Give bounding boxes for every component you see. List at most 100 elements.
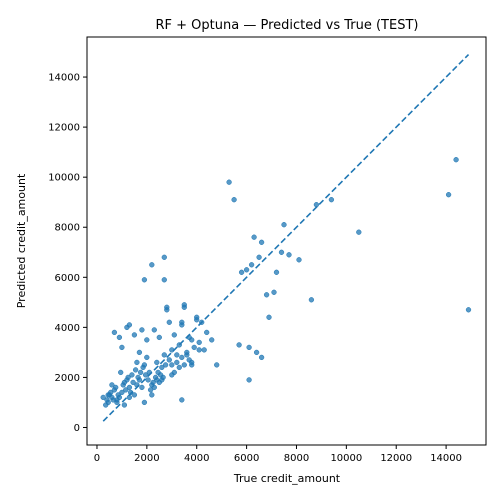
data-point bbox=[136, 377, 143, 383]
x-tick-label: 2000 bbox=[134, 453, 159, 464]
data-point bbox=[179, 397, 185, 403]
data-point bbox=[296, 257, 302, 263]
data-point bbox=[248, 262, 255, 268]
data-point bbox=[149, 392, 155, 398]
y-tick-label: 6000 bbox=[55, 273, 80, 284]
data-point bbox=[238, 269, 245, 275]
data-point bbox=[356, 229, 362, 235]
data-point bbox=[174, 352, 180, 358]
reference-line-layer bbox=[102, 53, 470, 422]
data-point bbox=[130, 379, 136, 386]
data-point bbox=[174, 359, 180, 366]
data-point bbox=[201, 347, 207, 353]
data-point bbox=[105, 392, 111, 398]
data-point bbox=[156, 334, 162, 341]
data-point bbox=[281, 222, 287, 228]
data-point bbox=[142, 372, 149, 378]
data-point bbox=[126, 322, 133, 328]
data-point bbox=[141, 362, 148, 368]
data-point bbox=[141, 399, 148, 406]
data-point bbox=[246, 377, 252, 383]
data-point bbox=[151, 384, 157, 391]
data-point bbox=[184, 352, 190, 358]
data-point bbox=[111, 329, 118, 336]
data-point bbox=[123, 387, 129, 393]
data-point bbox=[179, 354, 185, 361]
data-point bbox=[118, 369, 124, 376]
y-tick-label: 10000 bbox=[48, 173, 80, 184]
data-point bbox=[100, 394, 106, 401]
points-layer bbox=[100, 157, 472, 408]
data-point bbox=[263, 292, 270, 298]
y-tick-label: 2000 bbox=[55, 373, 80, 384]
x-tick-label: 6000 bbox=[234, 453, 259, 464]
data-point bbox=[105, 399, 111, 406]
x-tick-label: 0 bbox=[94, 453, 100, 464]
plot-frame bbox=[86, 36, 487, 446]
data-point bbox=[286, 252, 292, 258]
y-axis-ticks: 0 2000 4000 6000 8000 10000 12000 14000 bbox=[48, 73, 87, 434]
data-point bbox=[196, 339, 202, 346]
data-point bbox=[131, 332, 138, 338]
data-point bbox=[151, 327, 157, 333]
data-point bbox=[121, 402, 128, 408]
data-point bbox=[194, 317, 200, 323]
data-point bbox=[179, 322, 185, 328]
data-point bbox=[176, 364, 182, 371]
data-point bbox=[251, 234, 257, 240]
y-tick-label: 4000 bbox=[55, 323, 80, 334]
data-point bbox=[189, 362, 195, 368]
x-axis-ticks: 0 2000 4000 6000 8000 10000 12000 14000 bbox=[94, 445, 462, 464]
data-point bbox=[328, 197, 335, 203]
x-tick-label: 8000 bbox=[284, 453, 309, 464]
data-point bbox=[137, 369, 144, 376]
x-tick-label: 12000 bbox=[380, 453, 412, 464]
data-point bbox=[258, 354, 265, 361]
data-point bbox=[214, 362, 220, 368]
x-axis-label: True credit_amount bbox=[233, 472, 341, 485]
x-tick-label: 4000 bbox=[184, 453, 209, 464]
data-point bbox=[169, 362, 175, 368]
data-point bbox=[161, 277, 167, 283]
y-axis-label: Predicted credit_amount bbox=[15, 173, 28, 308]
data-point bbox=[109, 382, 115, 388]
y-tick-label: 12000 bbox=[48, 123, 80, 134]
data-point bbox=[126, 384, 133, 391]
reference-line bbox=[102, 53, 470, 422]
data-point bbox=[166, 357, 172, 363]
data-point bbox=[171, 332, 177, 338]
data-point bbox=[189, 337, 195, 343]
data-point bbox=[129, 372, 135, 378]
data-point bbox=[445, 192, 452, 198]
data-point bbox=[147, 387, 154, 393]
data-point bbox=[204, 329, 210, 336]
data-point bbox=[159, 364, 165, 371]
data-point bbox=[144, 354, 150, 361]
data-point bbox=[253, 349, 260, 356]
data-point bbox=[114, 397, 120, 403]
data-point bbox=[465, 307, 472, 313]
data-point bbox=[119, 389, 125, 396]
data-point bbox=[266, 314, 272, 320]
data-point bbox=[113, 384, 119, 391]
data-point bbox=[258, 239, 265, 245]
data-point bbox=[236, 342, 242, 348]
data-point bbox=[278, 249, 285, 255]
x-tick-label: 14000 bbox=[430, 453, 462, 464]
data-point bbox=[181, 362, 187, 368]
data-point bbox=[149, 262, 155, 268]
y-tick-label: 0 bbox=[74, 423, 80, 434]
x-tick-label: 10000 bbox=[330, 453, 362, 464]
chart-title: RF + Optuna — Predicted vs True (TEST) bbox=[156, 18, 419, 33]
data-point bbox=[116, 334, 123, 341]
data-point bbox=[119, 344, 125, 351]
data-point bbox=[453, 157, 459, 163]
data-point bbox=[144, 337, 150, 343]
y-tick-label: 14000 bbox=[48, 73, 80, 84]
data-point bbox=[159, 377, 165, 383]
data-point bbox=[271, 289, 277, 295]
data-point bbox=[226, 179, 232, 185]
data-point bbox=[161, 352, 167, 358]
